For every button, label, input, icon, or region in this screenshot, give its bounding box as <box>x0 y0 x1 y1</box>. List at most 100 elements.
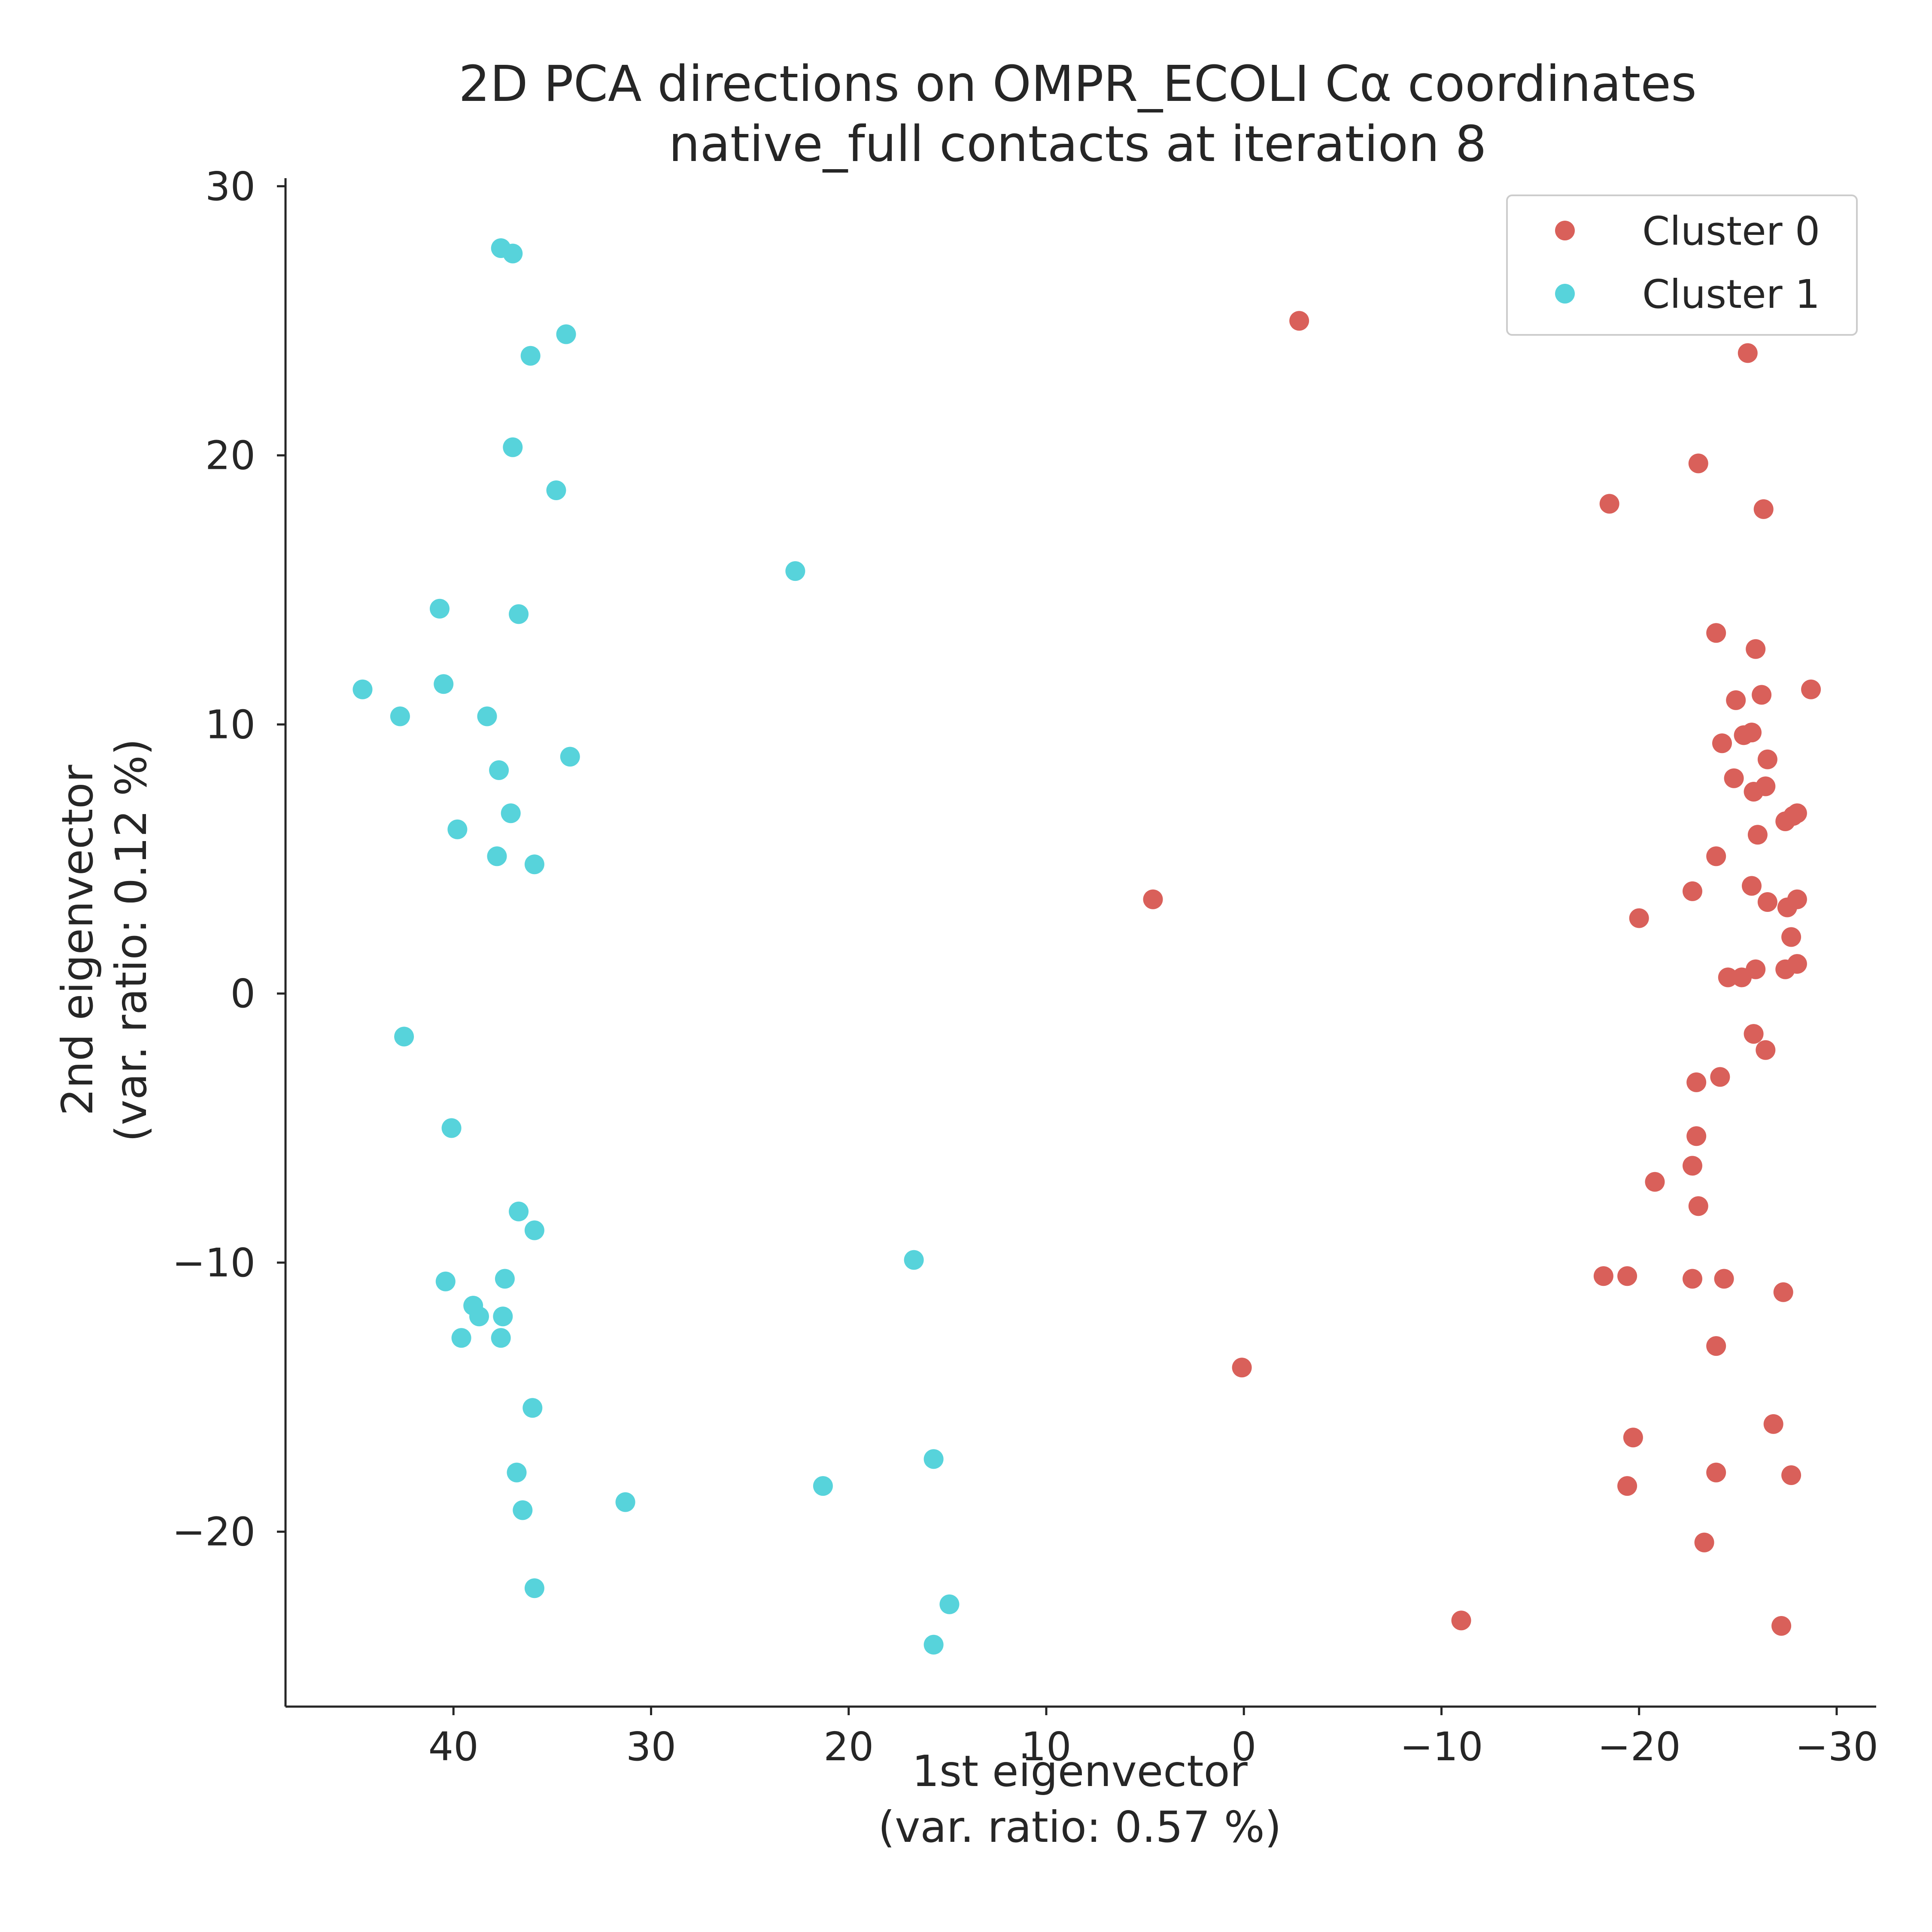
point-cluster-1-21 <box>509 1201 529 1221</box>
point-cluster-1-33 <box>813 1476 833 1496</box>
legend-marker-cluster-0 <box>1555 221 1575 240</box>
x-tick-label: 30 <box>626 1724 676 1770</box>
y-tick-label: 0 <box>230 971 255 1017</box>
point-cluster-1-3 <box>520 346 541 366</box>
point-cluster-1-22 <box>524 1220 544 1240</box>
point-cluster-0-41 <box>1645 1172 1665 1192</box>
point-cluster-1-2 <box>556 324 576 344</box>
point-cluster-0-22 <box>1742 876 1762 896</box>
point-cluster-1-17 <box>487 846 507 866</box>
point-cluster-0-2 <box>1688 453 1708 474</box>
point-cluster-0-20 <box>1747 825 1768 845</box>
point-cluster-0-56 <box>1451 1610 1471 1631</box>
point-cluster-1-30 <box>491 1328 511 1348</box>
point-cluster-0-1 <box>1738 343 1758 363</box>
y-tick-label: −10 <box>172 1240 255 1286</box>
y-tick-label: −20 <box>172 1509 255 1555</box>
point-cluster-0-0 <box>1289 311 1309 331</box>
legend-frame <box>1506 194 1858 336</box>
point-cluster-1-9 <box>352 679 373 699</box>
point-cluster-0-45 <box>1683 1269 1702 1289</box>
point-cluster-1-12 <box>477 706 497 726</box>
x-tick-label: 20 <box>823 1724 874 1770</box>
chart-title: 2D PCA directions on OMPR_ECOLI Cα coord… <box>459 55 1697 113</box>
point-cluster-0-5 <box>1706 623 1726 643</box>
point-cluster-0-46 <box>1714 1269 1734 1289</box>
point-cluster-0-8 <box>1726 690 1746 710</box>
chart-subtitle: native_full contacts at iteration 8 <box>668 115 1486 173</box>
point-cluster-0-3 <box>1599 494 1619 514</box>
point-cluster-1-24 <box>435 1271 456 1291</box>
point-cluster-0-44 <box>1617 1266 1637 1286</box>
point-cluster-0-16 <box>1756 776 1776 796</box>
point-cluster-0-24 <box>1757 892 1777 912</box>
y-tick-label: 20 <box>205 433 255 479</box>
point-cluster-0-47 <box>1773 1282 1793 1302</box>
point-cluster-0-54 <box>1781 1465 1801 1485</box>
point-cluster-0-32 <box>1746 959 1766 979</box>
point-cluster-0-11 <box>1742 723 1762 743</box>
point-cluster-0-48 <box>1706 1336 1726 1356</box>
point-cluster-1-39 <box>923 1634 944 1655</box>
point-cluster-1-34 <box>507 1462 527 1482</box>
y-tick-label: 10 <box>205 702 255 747</box>
y-axis-label-note: (var. ratio: 0.12 %) <box>106 738 156 1142</box>
point-cluster-0-9 <box>1752 685 1772 705</box>
point-cluster-1-14 <box>489 760 509 780</box>
point-cluster-0-27 <box>1143 889 1163 909</box>
point-cluster-1-7 <box>430 598 450 619</box>
point-cluster-0-23 <box>1683 881 1702 901</box>
legend-marker-cluster-1 <box>1555 284 1575 304</box>
point-cluster-0-13 <box>1757 749 1777 769</box>
point-cluster-1-5 <box>546 480 566 500</box>
y-axis-ticks: −20 −10 0 10 20 30 <box>172 164 286 1555</box>
point-cluster-1-38 <box>939 1594 960 1614</box>
point-cluster-1-36 <box>513 1500 533 1520</box>
point-cluster-1-23 <box>904 1250 924 1270</box>
point-cluster-1-13 <box>560 747 580 767</box>
point-cluster-0-55 <box>1694 1532 1714 1552</box>
scatter-points <box>352 238 1821 1655</box>
point-cluster-0-19 <box>1775 811 1795 831</box>
point-cluster-0-6 <box>1746 639 1766 659</box>
point-cluster-1-35 <box>615 1492 635 1512</box>
point-cluster-0-14 <box>1724 768 1744 788</box>
point-cluster-0-30 <box>1718 967 1738 987</box>
legend: Cluster 0 Cluster 1 <box>1506 194 1858 336</box>
point-cluster-0-40 <box>1683 1156 1702 1176</box>
point-cluster-1-32 <box>923 1449 944 1469</box>
point-cluster-0-21 <box>1706 846 1726 866</box>
x-tick-label: 40 <box>428 1724 479 1770</box>
legend-label-cluster-1: Cluster 1 <box>1642 271 1820 317</box>
y-axis-label: 2nd eigenvector <box>52 765 103 1116</box>
point-cluster-1-8 <box>509 604 529 624</box>
point-cluster-1-19 <box>394 1027 414 1047</box>
point-cluster-0-50 <box>1763 1414 1783 1434</box>
point-cluster-1-31 <box>522 1398 543 1418</box>
point-cluster-1-4 <box>503 437 523 457</box>
point-cluster-1-6 <box>785 561 805 581</box>
point-cluster-0-42 <box>1688 1196 1708 1216</box>
point-cluster-1-29 <box>451 1328 471 1348</box>
x-axis-label: 1st eigenvector <box>912 1746 1248 1796</box>
x-axis-label-note: (var. ratio: 0.57 %) <box>878 1802 1282 1852</box>
point-cluster-0-34 <box>1787 954 1807 974</box>
point-cluster-0-4 <box>1753 499 1774 519</box>
point-cluster-0-7 <box>1801 679 1821 699</box>
point-cluster-0-53 <box>1617 1476 1637 1496</box>
point-cluster-0-52 <box>1706 1462 1726 1482</box>
point-cluster-1-10 <box>434 674 454 694</box>
x-tick-label: −20 <box>1598 1724 1681 1770</box>
point-cluster-1-28 <box>493 1306 513 1327</box>
point-cluster-0-49 <box>1232 1358 1252 1378</box>
point-cluster-1-11 <box>390 706 410 726</box>
point-cluster-1-27 <box>469 1306 489 1327</box>
x-tick-label: −30 <box>1795 1724 1878 1770</box>
point-cluster-0-39 <box>1686 1126 1707 1146</box>
point-cluster-0-36 <box>1756 1040 1776 1060</box>
point-cluster-0-28 <box>1629 908 1649 928</box>
legend-label-cluster-0: Cluster 0 <box>1642 208 1820 254</box>
x-tick-label: −10 <box>1400 1724 1483 1770</box>
x-tick-label: 10 <box>1021 1724 1071 1770</box>
